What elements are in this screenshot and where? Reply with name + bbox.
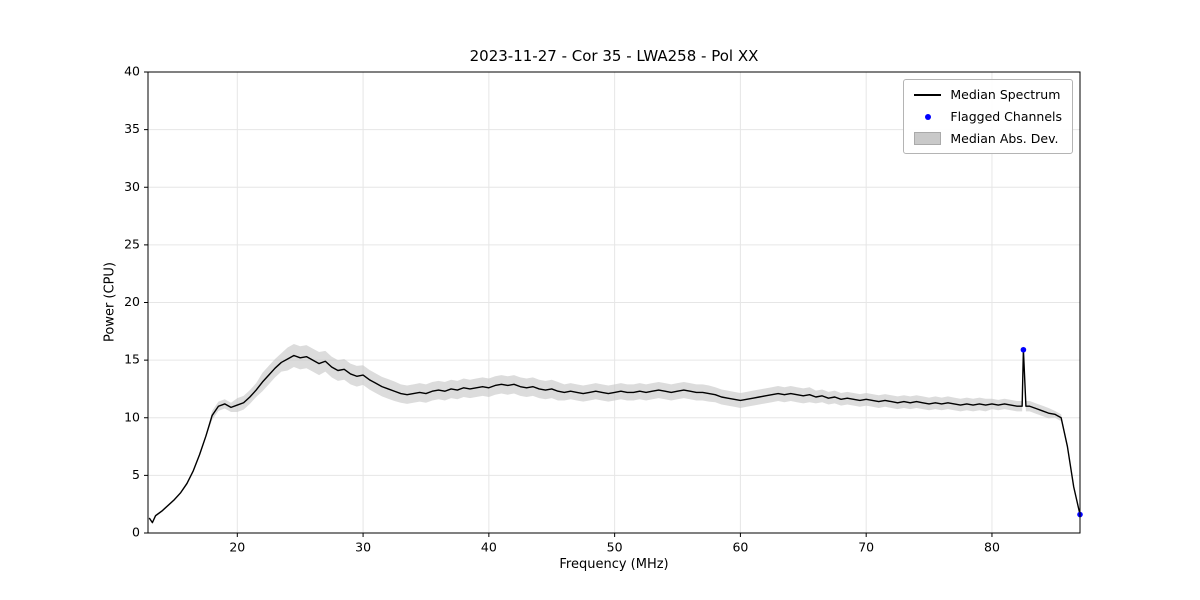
legend-label-median-spectrum: Median Spectrum xyxy=(950,87,1061,102)
y-tick-label: 35 xyxy=(124,121,140,136)
x-tick-label: 80 xyxy=(984,540,1000,555)
y-axis-label: Power (CPU) xyxy=(102,261,118,343)
y-tick-label: 15 xyxy=(124,352,140,367)
x-tick-label: 60 xyxy=(732,540,748,555)
y-tick-label: 0 xyxy=(132,525,140,540)
y-tick-label: 30 xyxy=(124,179,140,194)
x-tick-label: 50 xyxy=(607,540,623,555)
x-tick-label: 30 xyxy=(355,540,371,555)
mad-band-swatch-icon xyxy=(914,132,942,146)
legend: Median Spectrum Flagged Channels Median … xyxy=(903,79,1073,154)
chart-title: 2023-11-27 - Cor 35 - LWA258 - Pol XX xyxy=(469,47,759,65)
flagged-channel-point xyxy=(1020,346,1027,353)
y-tick-label: 20 xyxy=(124,294,140,309)
legend-label-mad-band: Median Abs. Dev. xyxy=(950,131,1059,146)
legend-item-flagged-channels: Flagged Channels xyxy=(914,109,1062,124)
flagged-dot-swatch-icon xyxy=(914,110,941,124)
x-tick-label: 40 xyxy=(481,540,497,555)
median-line-swatch-icon xyxy=(914,88,942,102)
x-axis-label: Frequency (MHz) xyxy=(559,557,669,572)
mad-band xyxy=(149,343,1080,524)
x-tick-label: 20 xyxy=(229,540,245,555)
y-tick-label: 10 xyxy=(124,409,140,424)
y-tick-label: 40 xyxy=(124,64,140,79)
x-tick-label: 70 xyxy=(858,540,874,555)
legend-item-median-spectrum: Median Spectrum xyxy=(914,87,1062,102)
legend-label-flagged-channels: Flagged Channels xyxy=(950,109,1062,124)
median-spectrum-line xyxy=(148,349,1081,524)
legend-item-mad-band: Median Abs. Dev. xyxy=(914,131,1062,146)
y-tick-label: 25 xyxy=(124,236,140,251)
y-tick-label: 5 xyxy=(132,467,140,482)
